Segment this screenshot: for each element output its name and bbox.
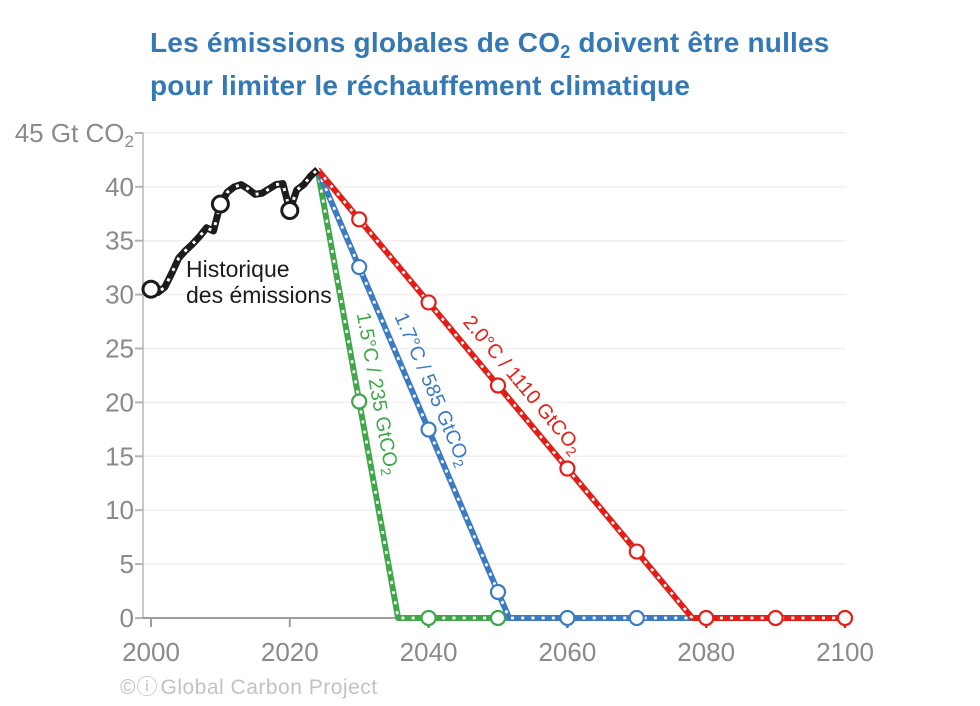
scenario-marker-2050 <box>489 609 507 627</box>
scenario-marker-2030 <box>351 211 368 228</box>
scenario-marker-2060 <box>559 460 576 477</box>
scenario-marker-2080 <box>698 609 715 627</box>
x-tick-label: 2080 <box>677 637 735 667</box>
title-line2: pour limiter le réchauffement climatique <box>150 70 691 101</box>
co2-subscript: 2 <box>560 42 571 62</box>
historical-marker-2010 <box>210 194 230 214</box>
y-tick-label: 5 <box>120 549 134 579</box>
y-tick-label: 0 <box>120 603 134 633</box>
cc-by-icon: ©ⓘ <box>120 676 159 699</box>
scenario-marker-2040 <box>420 294 437 311</box>
y-tick-label: 40 <box>105 172 134 202</box>
svg-text:2.0°C / 1110 GtCO2: 2.0°C / 1110 GtCO2 <box>457 311 586 459</box>
scenario-line-2.0°C <box>315 167 854 627</box>
svg-text:Historique: Historique <box>186 256 290 282</box>
historical-marker-2000 <box>141 279 161 299</box>
scenario-marker-2030 <box>351 393 368 410</box>
scenario-line-1.5°C <box>314 169 510 627</box>
source-text: Global Carbon Project <box>160 676 378 699</box>
gridlines <box>143 132 846 565</box>
chart-title: Les émissions globales de CO2 doivent êt… <box>150 26 890 103</box>
x-tick-label: 2040 <box>400 637 458 667</box>
y-tick-label: 15 <box>105 441 134 471</box>
scenario-label-1.7°C: 1.7°C / 585 GtCO2 <box>388 309 475 470</box>
y-tick-label: 35 <box>105 226 134 256</box>
y-axis-unit-label: 45 Gt CO2 <box>15 118 134 151</box>
scenario-marker-2060 <box>559 609 576 627</box>
x-tick-label: 2000 <box>122 637 180 667</box>
historical-line <box>141 166 320 299</box>
historical-marker-2020 <box>280 201 300 221</box>
y-tick-label: 20 <box>105 387 134 417</box>
x-tick-label: 2020 <box>261 637 319 667</box>
x-tick-label: 2060 <box>538 637 596 667</box>
scenario-marker-2040 <box>420 421 437 438</box>
scenario-marker-2050 <box>489 583 507 601</box>
y-tick-label: 10 <box>105 495 134 525</box>
scenario-marker-2070 <box>628 609 645 627</box>
x-axis: 2000 2020 2040 2060 2080 2100 <box>122 617 874 667</box>
scenario-marker-2030 <box>351 258 368 276</box>
scenario-marker-2050 <box>489 377 507 394</box>
svg-text:des émissions: des émissions <box>186 282 332 308</box>
title-line1: Les émissions globales de CO2 doivent êt… <box>150 27 830 62</box>
y-tick-label: 25 <box>105 334 134 364</box>
x-tick-label: 2100 <box>816 637 874 667</box>
y-axis: 0 5 10 15 20 25 30 35 40 45 Gt CO2 <box>15 118 144 633</box>
scenario-line-1.7°C <box>314 168 693 627</box>
scenario-marker-2100 <box>836 609 854 627</box>
y-tick-label: 30 <box>105 280 134 310</box>
source-attribution: ©ⓘGlobal Carbon Project <box>120 671 378 701</box>
scenario-marker-2040 <box>420 609 437 627</box>
scenario-marker-2090 <box>767 609 784 627</box>
svg-text:1.7°C / 585 GtCO2: 1.7°C / 585 GtCO2 <box>388 309 475 470</box>
scenario-label-2.0°C: 2.0°C / 1110 GtCO2 <box>457 311 586 459</box>
scenario-marker-2070 <box>628 543 645 560</box>
